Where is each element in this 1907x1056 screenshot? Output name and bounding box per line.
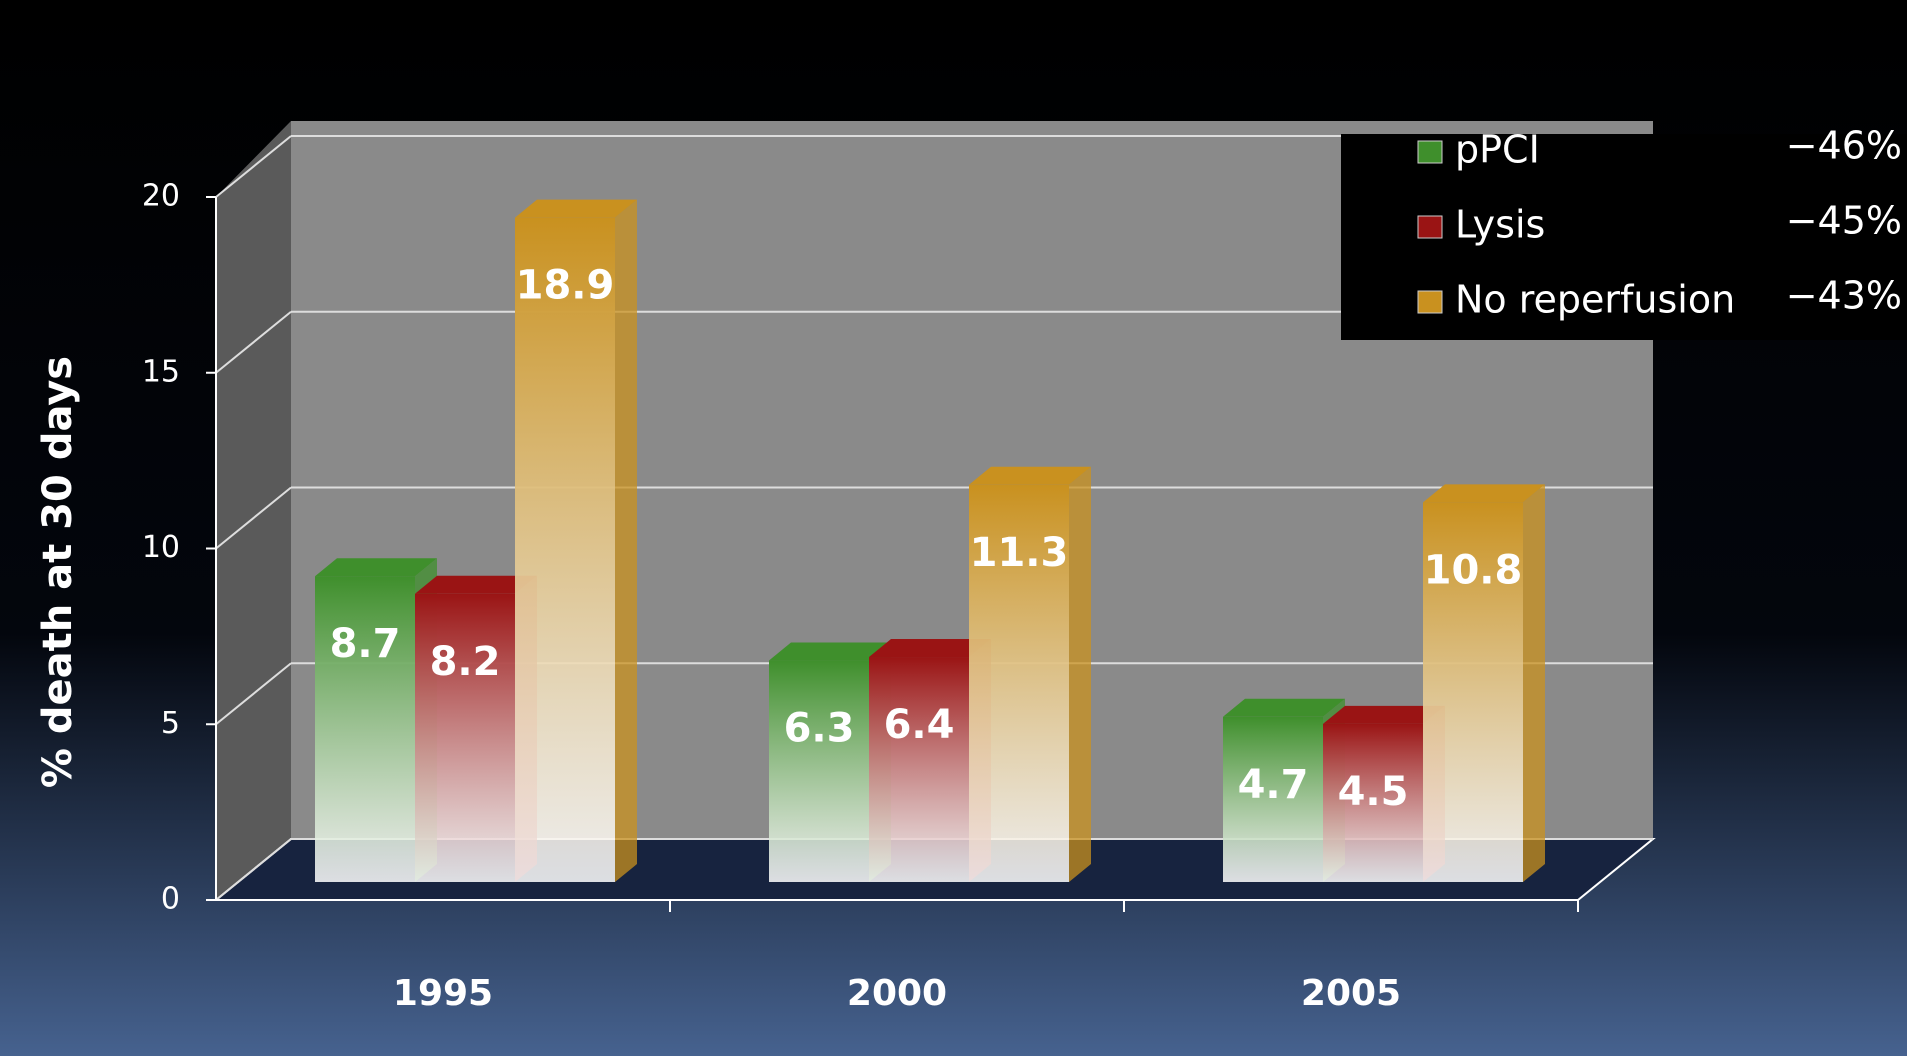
value-label: 6.3 bbox=[784, 706, 855, 752]
legend-label: Lysis bbox=[1455, 203, 1545, 247]
bar bbox=[1223, 716, 1323, 882]
bar bbox=[869, 657, 969, 882]
value-label: 8.7 bbox=[330, 621, 401, 667]
bar bbox=[1423, 502, 1523, 882]
grid-line bbox=[215, 838, 292, 901]
x-tick-label: 2005 bbox=[1301, 973, 1401, 1014]
bar bbox=[315, 576, 415, 882]
x-tick-label: 2000 bbox=[847, 973, 947, 1014]
bar-top bbox=[315, 558, 437, 577]
bar-top bbox=[869, 639, 991, 658]
bar bbox=[1323, 723, 1423, 882]
grid-line bbox=[215, 310, 292, 374]
bar-side bbox=[1523, 484, 1545, 882]
value-label: 8.2 bbox=[430, 639, 501, 685]
value-label: 18.9 bbox=[516, 263, 615, 309]
y-tick-label: 0 bbox=[161, 882, 180, 917]
value-label: 11.3 bbox=[970, 530, 1069, 576]
y-tick-label: 5 bbox=[161, 706, 180, 741]
grid-line bbox=[215, 662, 292, 726]
bar-top bbox=[1323, 705, 1445, 724]
value-label: 10.8 bbox=[1424, 547, 1523, 593]
bar-top bbox=[415, 575, 537, 594]
legend-swatch bbox=[1417, 290, 1443, 314]
bar bbox=[415, 593, 515, 882]
legend-swatch bbox=[1417, 215, 1443, 239]
value-label: 4.5 bbox=[1338, 769, 1409, 815]
y-tick-label: 10 bbox=[142, 530, 180, 565]
side-wall bbox=[216, 121, 291, 900]
bar-side bbox=[615, 199, 637, 883]
bar-top bbox=[969, 466, 1091, 485]
legend-label: No reperfusion bbox=[1455, 278, 1735, 322]
grid-line bbox=[215, 486, 292, 550]
bar bbox=[769, 660, 869, 882]
bar-top bbox=[769, 642, 891, 661]
bar-top bbox=[1423, 484, 1545, 503]
legend-change: −43% bbox=[1786, 274, 1902, 318]
bar-top bbox=[515, 199, 637, 218]
legend-change: −45% bbox=[1786, 199, 1902, 243]
value-label: 4.7 bbox=[1238, 762, 1309, 808]
grid-line bbox=[215, 135, 292, 198]
bar-top bbox=[1223, 698, 1345, 717]
legend-swatch bbox=[1417, 140, 1443, 164]
bar bbox=[515, 217, 615, 883]
y-tick-label: 15 bbox=[142, 354, 180, 389]
bar-side bbox=[1069, 466, 1091, 882]
legend-label: pPCI bbox=[1455, 128, 1540, 172]
value-label: 6.4 bbox=[884, 702, 955, 748]
legend-change: −46% bbox=[1786, 124, 1902, 168]
x-tick-label: 1995 bbox=[393, 973, 493, 1014]
bar bbox=[969, 484, 1069, 882]
y-axis-label: % death at 30 days bbox=[35, 356, 81, 788]
y-tick-label: 20 bbox=[142, 179, 180, 214]
